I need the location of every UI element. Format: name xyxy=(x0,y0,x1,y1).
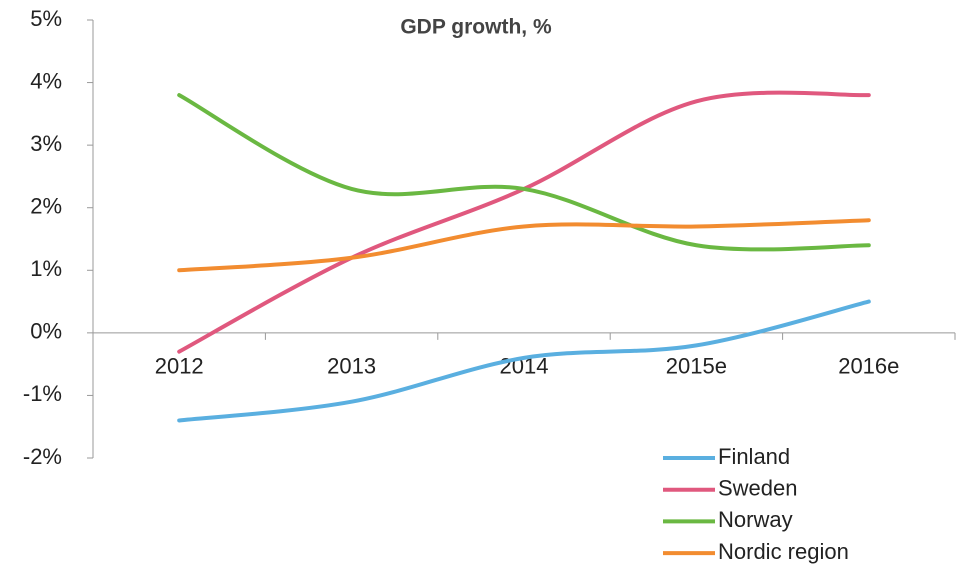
y-tick-label: 0% xyxy=(30,319,62,344)
legend-label: Nordic region xyxy=(718,539,849,564)
y-tick-label: 2% xyxy=(30,194,62,219)
y-tick-label: -2% xyxy=(23,444,62,469)
chart-title: GDP growth, % xyxy=(400,16,552,39)
legend-label: Sweden xyxy=(718,476,798,501)
series-line xyxy=(177,93,871,252)
series-line xyxy=(177,218,871,273)
legend-label: Finland xyxy=(718,444,790,469)
y-tick-label: 1% xyxy=(30,256,62,281)
y-tick-label: -1% xyxy=(23,381,62,406)
x-tick-label: 2016e xyxy=(838,354,899,379)
legend-label: Norway xyxy=(718,507,793,532)
series-line xyxy=(177,90,871,354)
y-tick-label: 3% xyxy=(30,131,62,156)
series-line xyxy=(177,299,871,423)
x-tick-label: 2015e xyxy=(666,354,727,379)
y-tick-label: 5% xyxy=(30,6,62,31)
y-tick-label: 4% xyxy=(30,68,62,93)
x-tick-label: 2012 xyxy=(155,354,204,379)
x-tick-label: 2013 xyxy=(327,354,376,379)
